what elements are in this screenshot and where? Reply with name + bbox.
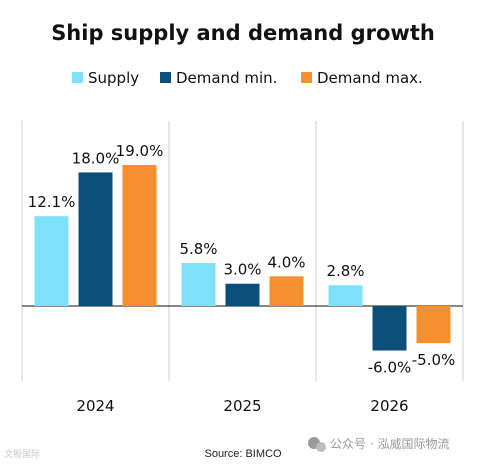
category-label: 2024 [76,397,114,415]
data-label: 19.0% [116,142,164,160]
wechat-icon [308,437,326,452]
bar-2024-demand-min- [78,172,113,306]
legend-label: Supply [88,69,139,87]
bar-2025-demand-max- [269,276,304,306]
watermark-left: 文股国际 [4,448,40,460]
data-label: 2.8% [326,262,364,280]
category-label: 2026 [370,397,408,415]
bar-2024-supply [34,216,69,306]
data-label: -6.0% [368,359,412,377]
legend-label: Demand min. [176,69,277,87]
category-labels: 2024 2025 2026 [76,397,408,415]
legend-label: Demand max. [317,69,423,87]
watermark-right: 公众号 · 泓威国际物流 [330,437,449,451]
legend: Supply Demand min. Demand max. [72,69,423,87]
data-label: -5.0% [412,351,456,369]
source-note: Source: BIMCO [204,448,281,460]
bar-2026-demand-max- [416,306,451,344]
legend-item-1: Supply [72,69,139,87]
data-label: 18.0% [72,149,120,167]
data-label: 12.1% [28,193,76,211]
chart-title: Ship supply and demand growth [51,21,435,45]
data-labels: 12.1% 18.0%19.0% 5.8% 3.0% 4.0% 2.8% -6.0% -5.0… [28,142,456,377]
legend-item-3: Demand max. [301,69,423,87]
bar-2026-demand-min- [372,306,407,351]
legend-swatch [160,72,171,83]
data-label: 4.0% [267,253,305,271]
bar-2025-supply [181,262,216,306]
bars [34,165,451,351]
legend-item-2: Demand min. [160,69,277,87]
legend-swatch [301,72,312,83]
category-label: 2025 [223,397,261,415]
bar-2024-demand-max- [122,165,157,306]
legend-swatch [72,72,83,83]
data-label: 5.8% [179,240,217,258]
bar-2025-demand-min- [225,283,260,306]
data-label: 3.0% [223,261,261,279]
bar-2026-supply [328,285,363,306]
